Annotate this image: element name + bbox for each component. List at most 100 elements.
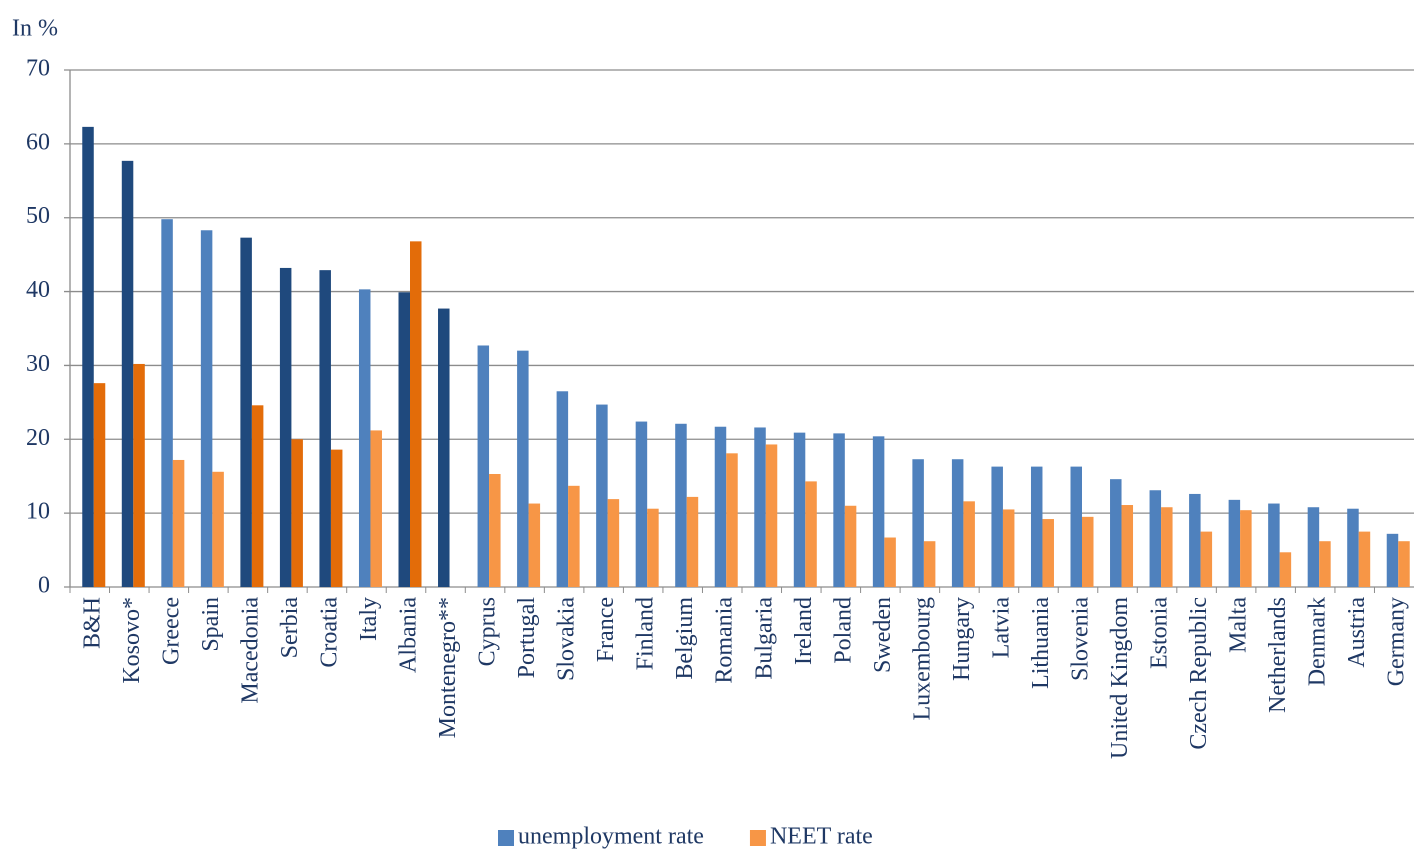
legend-label: NEET rate bbox=[770, 824, 873, 850]
bar bbox=[991, 466, 1003, 587]
x-tick-label: Czech Republic bbox=[1186, 597, 1212, 750]
bar bbox=[1070, 466, 1082, 587]
bar bbox=[319, 270, 331, 587]
x-tick-label: Spain bbox=[198, 597, 224, 652]
bar bbox=[1358, 531, 1371, 587]
y-tick-label: 30 bbox=[26, 351, 50, 377]
bar bbox=[528, 503, 541, 587]
legend-swatch bbox=[749, 830, 766, 846]
bar bbox=[635, 421, 648, 587]
bar bbox=[291, 439, 303, 587]
bar bbox=[358, 289, 371, 587]
bar bbox=[1030, 466, 1043, 587]
bar bbox=[556, 391, 569, 587]
bar bbox=[330, 449, 343, 587]
bar bbox=[1279, 552, 1292, 587]
x-tick-label: Italy bbox=[356, 597, 382, 641]
bar bbox=[872, 436, 885, 587]
bar bbox=[607, 499, 620, 587]
bar bbox=[1398, 541, 1410, 587]
bar bbox=[1149, 490, 1162, 587]
x-tick-label: Greece bbox=[158, 597, 184, 665]
y-tick-label: 0 bbox=[38, 573, 50, 599]
bar bbox=[805, 481, 817, 587]
bar bbox=[884, 537, 896, 587]
x-tick-label: Slovakia bbox=[554, 597, 580, 681]
legend-swatch bbox=[498, 830, 514, 846]
x-tick-label: Austria bbox=[1344, 597, 1370, 668]
bar bbox=[833, 433, 845, 587]
x-tick-label: France bbox=[593, 597, 619, 662]
x-tick-label: Sweden bbox=[870, 597, 896, 673]
x-tick-label: Luxembourg bbox=[909, 597, 935, 721]
bar bbox=[93, 383, 106, 587]
y-tick-label: 20 bbox=[26, 425, 50, 451]
legend-label: unemployment rate bbox=[518, 824, 704, 850]
bar bbox=[477, 345, 490, 587]
bar bbox=[212, 471, 224, 587]
bar bbox=[1307, 507, 1320, 587]
bar bbox=[596, 404, 608, 587]
bar bbox=[1189, 493, 1201, 587]
bar bbox=[1268, 503, 1280, 587]
bar bbox=[714, 426, 727, 587]
x-tick-label: Germany bbox=[1384, 597, 1410, 686]
x-tick-label: B&H bbox=[79, 597, 105, 649]
bar bbox=[1161, 507, 1173, 587]
x-tick-label: Belgium bbox=[672, 597, 698, 680]
bar bbox=[568, 485, 580, 587]
y-axis-label: In % bbox=[12, 16, 58, 42]
x-tick-label: Serbia bbox=[277, 597, 303, 659]
bar bbox=[1240, 510, 1252, 587]
x-tick-label: Estonia bbox=[1147, 597, 1173, 669]
bar bbox=[793, 432, 806, 587]
bar bbox=[1082, 516, 1094, 587]
bar bbox=[161, 219, 173, 588]
x-tick-label: Denmark bbox=[1305, 597, 1331, 686]
bar bbox=[398, 292, 410, 587]
x-tick-label: Portugal bbox=[514, 597, 540, 679]
bar bbox=[438, 308, 450, 587]
bar bbox=[121, 160, 134, 587]
bar bbox=[1042, 519, 1054, 587]
x-tick-label: Kosovo* bbox=[119, 597, 145, 684]
bar bbox=[726, 453, 738, 587]
bar bbox=[240, 237, 252, 588]
y-tick-label: 70 bbox=[26, 56, 50, 82]
bar bbox=[1228, 499, 1241, 587]
bar bbox=[923, 541, 936, 587]
bar bbox=[754, 427, 766, 587]
bar bbox=[410, 241, 422, 587]
y-tick-label: 50 bbox=[26, 203, 50, 229]
bar bbox=[675, 423, 687, 587]
bar bbox=[951, 459, 964, 587]
bar bbox=[489, 473, 501, 587]
bar bbox=[963, 501, 975, 587]
x-tick-label: Latvia bbox=[988, 597, 1014, 659]
bar bbox=[200, 230, 213, 587]
x-tick-label: Montenegro** bbox=[435, 597, 461, 738]
x-tick-label: Poland bbox=[830, 597, 856, 664]
x-tick-label: Romania bbox=[712, 597, 738, 684]
x-tick-label: Slovenia bbox=[1068, 597, 1094, 681]
bar bbox=[172, 459, 185, 587]
x-tick-label: Hungary bbox=[949, 597, 975, 681]
bar bbox=[1200, 531, 1213, 587]
bar bbox=[370, 430, 382, 587]
x-tick-label: Albania bbox=[396, 597, 422, 673]
bar bbox=[1319, 541, 1331, 587]
x-tick-label: Cyprus bbox=[475, 597, 501, 666]
bar bbox=[82, 126, 94, 588]
y-tick-label: 10 bbox=[26, 499, 50, 525]
bar bbox=[251, 405, 264, 587]
bar bbox=[647, 508, 659, 587]
y-tick-label: 60 bbox=[26, 129, 50, 155]
x-tick-label: Croatia bbox=[316, 597, 342, 668]
bar bbox=[1121, 505, 1134, 587]
bar bbox=[517, 350, 529, 587]
bar bbox=[844, 505, 857, 587]
x-tick-label: Lithuania bbox=[1028, 597, 1054, 689]
bar bbox=[765, 444, 778, 587]
